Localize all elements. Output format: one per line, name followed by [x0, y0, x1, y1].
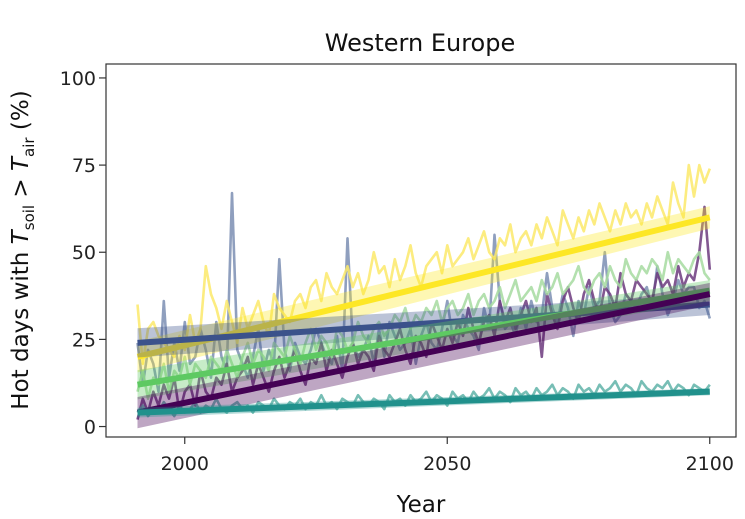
y-axis-title: Hot days with Tsoil > Tair (%) — [8, 90, 38, 409]
y-tick-label: 50 — [72, 242, 96, 264]
y-tick-label: 100 — [60, 68, 96, 90]
y-tick-label: 75 — [72, 155, 96, 177]
series-line-1 — [136, 191, 712, 394]
x-tick-label: 2100 — [686, 453, 734, 475]
y-tick-label: 0 — [84, 417, 96, 439]
series-line-2 — [136, 163, 712, 366]
x-axis-title: Year — [396, 492, 446, 518]
trend-line-5 — [137, 388, 710, 416]
y-axis: 0 25 50 75 100 — [60, 68, 106, 439]
y-tick-label: 25 — [72, 329, 96, 351]
plot-frame — [105, 63, 737, 438]
x-tick-label: 2000 — [161, 453, 209, 475]
x-tick-label: 2050 — [423, 453, 471, 475]
trend-layer — [136, 206, 711, 429]
series-line-5 — [136, 379, 711, 418]
trend-line-3 — [137, 287, 711, 388]
chart-title: Western Europe — [325, 29, 515, 57]
x-axis: 2000 2050 2100 — [161, 437, 734, 475]
trend-line-4 — [136, 291, 711, 416]
